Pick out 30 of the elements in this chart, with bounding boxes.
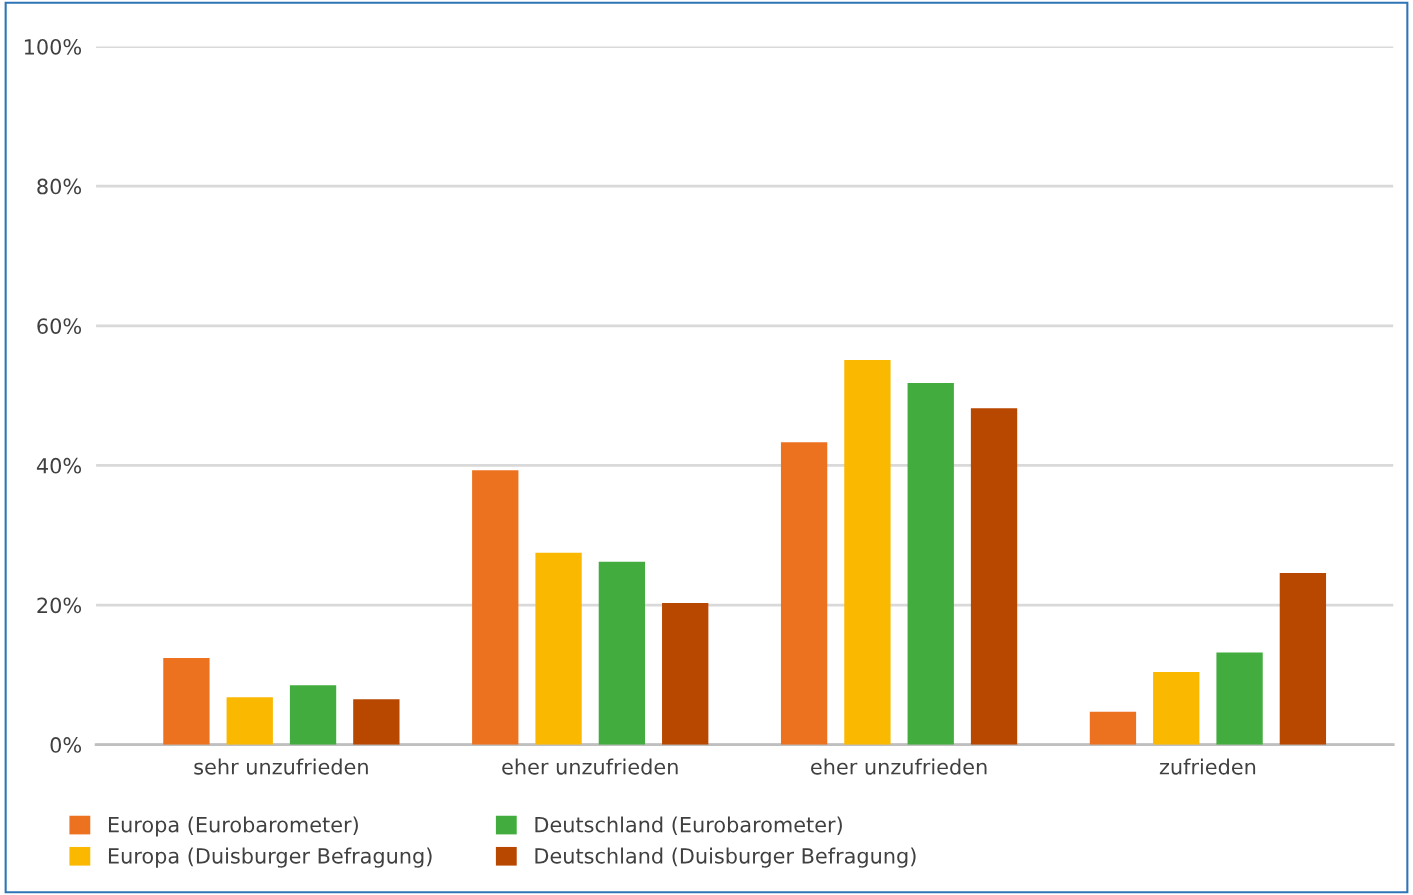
legend-label: Deutschland (Duisburger Befragung) [535,847,916,868]
bar [662,602,709,745]
x-tick-label: sehr unzufrieden [194,758,368,775]
bar [226,697,273,745]
y-tick-label: 80% [37,178,82,195]
y-tick-label: 20% [37,597,82,614]
bar [780,442,828,745]
bar [598,561,646,745]
y-tick-label: 60% [37,318,82,334]
bar [1279,572,1327,745]
x-tick-label: eher unzufrieden [502,758,678,775]
x-tick-label: eher unzufrieden [811,758,987,775]
legend-label: Europa (Eurobarometer) [108,816,358,837]
bar [1153,672,1200,745]
x-tick-label: zufrieden [1159,758,1256,775]
bar [1089,711,1137,745]
legend-label: Europa (Duisburger Befragung) [108,847,432,868]
y-tick-label: 40% [36,457,82,474]
bar [535,552,582,745]
y-tick-label: 100% [24,38,82,55]
bar [353,699,400,745]
bar [907,383,954,745]
bar [163,658,210,745]
bar [472,470,519,745]
legend-label: Deutschland (Eurobarometer) [535,816,842,835]
bar [844,359,891,745]
bar [970,408,1018,745]
bar [289,685,337,745]
bar [1216,652,1263,745]
y-tick-label: 0% [50,737,82,753]
